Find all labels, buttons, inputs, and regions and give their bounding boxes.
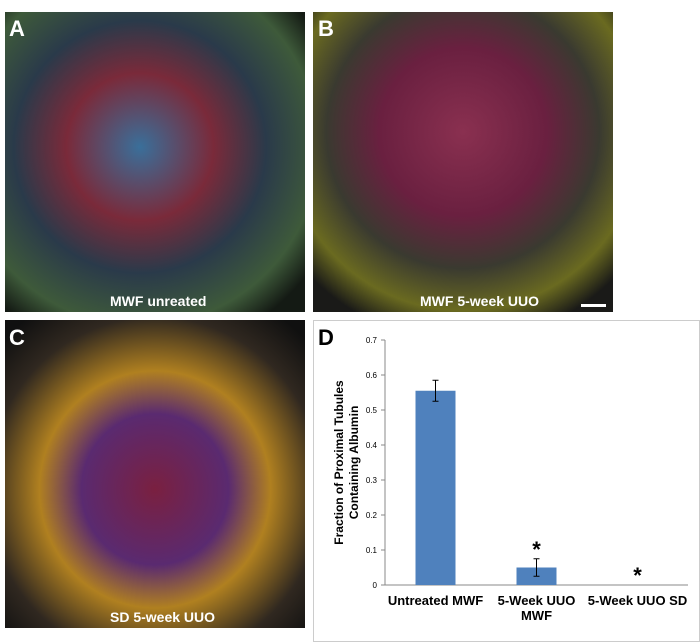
panel-label: A [9,16,25,41]
scale-bar [581,304,606,307]
y-tick-label: 0.1 [366,546,378,555]
y-axis-label: Containing Albumin [347,406,361,520]
x-tick-label: Untreated MWF [387,593,484,608]
y-tick-label: 0.4 [366,441,378,450]
micrograph-b [313,12,613,312]
error-bar [533,558,540,577]
panel-label: B [318,16,334,41]
panel-caption: SD 5-week UUO [110,609,215,625]
bar [415,390,456,585]
x-tick-label: 5-Week UUO MWF [497,593,576,623]
micrograph-c [5,320,305,628]
y-tick-label: 0 [373,581,378,590]
y-tick-label: 0.3 [366,476,378,485]
chart-frame [313,320,700,642]
error-bar [432,379,439,402]
y-tick-label: 0.5 [366,406,378,415]
x-tick-label-box: Untreated MWF [387,593,484,608]
x-tick-label-box: 5-Week UUO SD [587,593,688,608]
panel-label: C [9,325,25,350]
panel-label: D [318,325,334,350]
y-tick-label: 0.6 [366,371,378,380]
y-axis-label: Fraction of Proximal Tubules [332,380,346,545]
panel-caption: MWF 5-week UUO [420,293,539,309]
micrograph-a [5,12,305,312]
x-tick-label: 5-Week UUO SD [587,593,688,608]
y-tick-label: 0.7 [366,336,378,345]
x-tick-label-box: 5-Week UUO MWF [497,593,576,623]
significance-mark: * [532,537,541,562]
panel-caption: MWF unreated [110,293,206,309]
significance-mark: * [633,563,642,588]
y-tick-label: 0.2 [366,511,378,520]
